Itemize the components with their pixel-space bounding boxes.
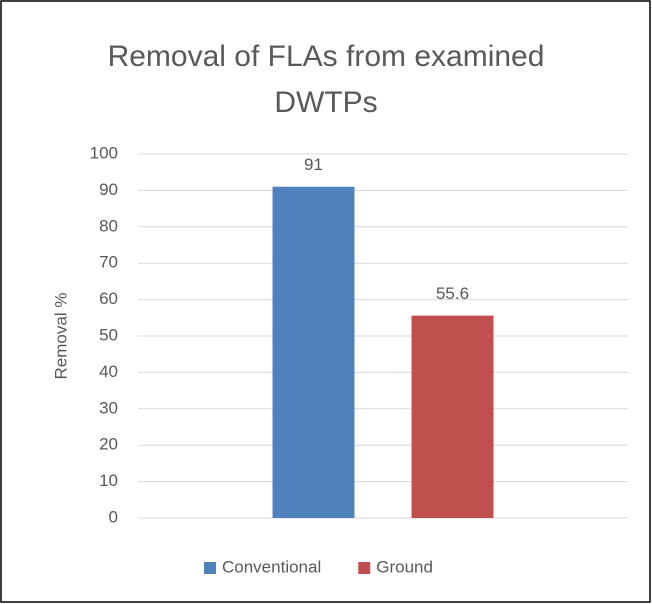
y-tick-label: 10 <box>99 471 118 490</box>
y-axis-label: Removal % <box>51 293 70 380</box>
data-label: 91 <box>304 155 323 174</box>
y-tick-label: 70 <box>99 253 118 272</box>
chart-title: Removal of FLAs from examined DWTPs <box>107 40 545 119</box>
y-tick-label: 30 <box>99 398 118 417</box>
data-label: 55.6 <box>436 284 469 303</box>
y-tick-label: 100 <box>90 143 118 162</box>
legend-label: Ground <box>376 557 433 576</box>
y-tick-label: 80 <box>99 216 118 235</box>
y-tick-label: 40 <box>99 362 118 381</box>
legend-swatch <box>204 562 216 574</box>
bar <box>411 315 494 518</box>
y-tick-label: 60 <box>99 289 118 308</box>
y-tick-label: 0 <box>109 507 118 526</box>
legend-label: Conventional <box>222 557 321 576</box>
y-tick-label: 50 <box>99 325 118 344</box>
legend-swatch <box>358 562 371 574</box>
y-tick-label: 20 <box>99 435 118 454</box>
y-tick-label: 90 <box>99 180 118 199</box>
bar <box>272 186 355 518</box>
